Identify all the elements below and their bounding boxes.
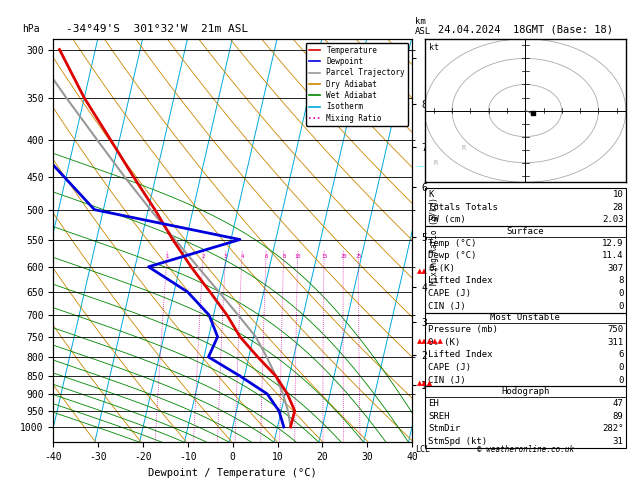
Text: 12.9: 12.9 — [602, 239, 623, 247]
Text: 307: 307 — [607, 264, 623, 273]
Text: Hodograph: Hodograph — [501, 387, 549, 397]
Text: 8: 8 — [618, 277, 623, 285]
X-axis label: Dewpoint / Temperature (°C): Dewpoint / Temperature (°C) — [148, 468, 317, 478]
Text: Dewp (°C): Dewp (°C) — [428, 251, 477, 260]
Text: CAPE (J): CAPE (J) — [428, 363, 471, 372]
Text: Surface: Surface — [506, 227, 544, 236]
Text: ▲▲: ▲▲ — [417, 268, 428, 275]
Text: ▲▲▲▲▲: ▲▲▲▲▲ — [417, 338, 444, 345]
Text: 15: 15 — [321, 254, 327, 259]
Text: EH: EH — [428, 399, 439, 408]
Text: hPa: hPa — [22, 24, 40, 34]
Text: PW (cm): PW (cm) — [428, 215, 466, 224]
Legend: Temperature, Dewpoint, Parcel Trajectory, Dry Adiabat, Wet Adiabat, Isotherm, Mi: Temperature, Dewpoint, Parcel Trajectory… — [306, 43, 408, 125]
Text: 0: 0 — [618, 289, 623, 298]
Text: 8: 8 — [282, 254, 286, 259]
Text: 0: 0 — [618, 302, 623, 311]
Text: 750: 750 — [607, 325, 623, 334]
Text: Totals Totals: Totals Totals — [428, 203, 498, 211]
Text: 1: 1 — [165, 254, 169, 259]
Text: CAPE (J): CAPE (J) — [428, 289, 471, 298]
Text: Most Unstable: Most Unstable — [490, 313, 560, 322]
Text: Temp (°C): Temp (°C) — [428, 239, 477, 247]
Text: 89: 89 — [613, 412, 623, 421]
Text: 0: 0 — [618, 363, 623, 372]
Text: 2.03: 2.03 — [602, 215, 623, 224]
Text: 6: 6 — [265, 254, 268, 259]
Text: CIN (J): CIN (J) — [428, 302, 466, 311]
Text: StmSpd (kt): StmSpd (kt) — [428, 437, 487, 446]
Text: 6: 6 — [618, 350, 623, 359]
Text: —: — — [417, 163, 424, 169]
Text: ▲▲▲: ▲▲▲ — [417, 381, 433, 386]
Text: 10: 10 — [613, 190, 623, 199]
Text: R: R — [461, 145, 465, 151]
Text: 47: 47 — [613, 399, 623, 408]
Text: © weatheronline.co.uk: © weatheronline.co.uk — [477, 445, 574, 454]
Text: Lifted Index: Lifted Index — [428, 350, 493, 359]
Text: CIN (J): CIN (J) — [428, 376, 466, 384]
Text: 20: 20 — [340, 254, 347, 259]
Text: StmDir: StmDir — [428, 424, 460, 434]
Text: Mixing Ratio (g/kg): Mixing Ratio (g/kg) — [430, 197, 438, 284]
Text: kt: kt — [428, 43, 438, 52]
Text: km
ASL: km ASL — [415, 17, 431, 36]
Text: 24.04.2024  18GMT (Base: 18): 24.04.2024 18GMT (Base: 18) — [438, 24, 613, 34]
Text: 3: 3 — [224, 254, 227, 259]
Text: Lifted Index: Lifted Index — [428, 277, 493, 285]
Text: LCL: LCL — [415, 445, 430, 454]
Text: 282°: 282° — [602, 424, 623, 434]
Text: 0: 0 — [618, 376, 623, 384]
Text: 4: 4 — [240, 254, 244, 259]
Text: R: R — [434, 160, 438, 166]
Text: 2: 2 — [202, 254, 205, 259]
Text: 31: 31 — [613, 437, 623, 446]
Text: K: K — [428, 190, 434, 199]
Text: θₑ (K): θₑ (K) — [428, 338, 460, 347]
Text: 25: 25 — [355, 254, 362, 259]
Text: 311: 311 — [607, 338, 623, 347]
Text: 10: 10 — [294, 254, 301, 259]
Text: Pressure (mb): Pressure (mb) — [428, 325, 498, 334]
Text: SREH: SREH — [428, 412, 450, 421]
Text: -34°49'S  301°32'W  21m ASL: -34°49'S 301°32'W 21m ASL — [66, 24, 248, 34]
Text: θₑ(K): θₑ(K) — [428, 264, 455, 273]
Text: 11.4: 11.4 — [602, 251, 623, 260]
Text: 28: 28 — [613, 203, 623, 211]
